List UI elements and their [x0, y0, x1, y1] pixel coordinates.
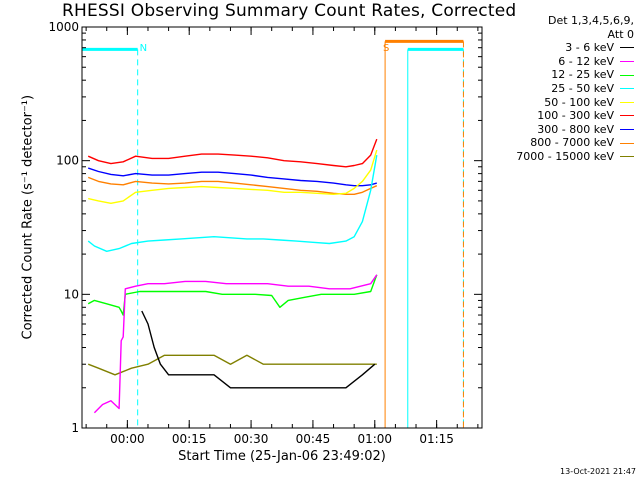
legend-swatch	[620, 47, 634, 49]
legend-entry: 25 - 50 keV	[516, 82, 634, 96]
series-line-300to800keV	[87, 167, 377, 187]
legend-entry: 100 - 300 keV	[516, 109, 634, 123]
series-line-50to100keV	[88, 149, 378, 205]
legend-swatch	[620, 142, 634, 144]
legend-entry: 7000 - 15000 keV	[516, 150, 634, 164]
x-tick-label: 00:15	[172, 432, 207, 446]
series-lines	[87, 138, 378, 414]
legend-header-line-1: Det 1,3,4,5,6,9,	[547, 14, 634, 27]
x-tick-label: 01:15	[419, 432, 454, 446]
legend-entry: 6 - 12 keV	[516, 55, 634, 69]
legend-entry: 800 - 7000 keV	[516, 136, 634, 150]
series-line-6to12keV	[93, 274, 378, 414]
x-tick-label: 00:45	[296, 432, 331, 446]
legend-label: 12 - 25 keV	[551, 68, 614, 82]
series-line-100to300keV	[87, 138, 378, 168]
legend-entry: 12 - 25 keV	[516, 68, 634, 82]
footer-timestamp: 13-Oct-2021 21:47	[560, 467, 636, 476]
plot-frame	[81, 26, 483, 429]
annotation-s: S	[383, 43, 389, 54]
series-line-3to6keV	[141, 310, 376, 389]
legend-label: 3 - 6 keV	[565, 41, 614, 55]
legend-label: 25 - 50 keV	[551, 81, 614, 95]
series-line-7000to15000keV	[87, 354, 377, 376]
legend-label: 800 - 7000 keV	[530, 136, 614, 150]
series-line-800to7000keV	[87, 176, 378, 196]
legend-label: 7000 - 15000 keV	[516, 149, 614, 163]
x-axis-label: Start Time (25-Jan-06 23:49:02)	[178, 449, 386, 464]
y-tick-label: 1	[71, 421, 79, 435]
series-line-12to25keV	[87, 274, 378, 316]
legend-swatch	[620, 115, 634, 117]
legend-header-line-2: Att 0	[607, 27, 634, 41]
legend-swatch	[620, 61, 634, 63]
legend-entry: 50 - 100 keV	[516, 96, 634, 110]
chart-title: RHESSI Observing Summary Count Rates, Co…	[62, 1, 517, 21]
series-line-25to50keV	[87, 154, 378, 253]
legend-label: 100 - 300 keV	[537, 109, 614, 123]
y-tick-label: 100	[56, 154, 79, 168]
axes: 1 10 100 1000 00:00 00:15 00:30 00:45 01:00 01:15…	[48, 20, 483, 464]
y-axis-label: Corrected Count Rate (s⁻¹ detector⁻¹)	[20, 94, 36, 340]
y-tick-label: 10	[64, 287, 79, 301]
y-tick-label: 1000	[48, 20, 79, 34]
legend-label: 6 - 12 keV	[558, 54, 614, 68]
legend-entry: 3 - 6 keV	[516, 41, 634, 55]
legend-swatch	[620, 101, 634, 103]
x-tick-label: 00:00	[110, 432, 145, 446]
legend-swatch	[620, 88, 634, 90]
legend-label: 300 - 800 keV	[537, 122, 614, 136]
x-tick-label: 00:30	[234, 432, 269, 446]
legend-swatch	[620, 129, 634, 131]
annotation-n: N	[140, 43, 147, 54]
legend-entry: 300 - 800 keV	[516, 123, 634, 137]
legend: Det 1,3,4,5,6,9, Att 0 3 - 6 keV 6 - 12 k…	[516, 14, 634, 164]
legend-swatch	[620, 156, 634, 158]
x-tick-label: 01:00	[357, 432, 392, 446]
legend-label: 50 - 100 keV	[544, 95, 614, 109]
legend-swatch	[620, 74, 634, 76]
